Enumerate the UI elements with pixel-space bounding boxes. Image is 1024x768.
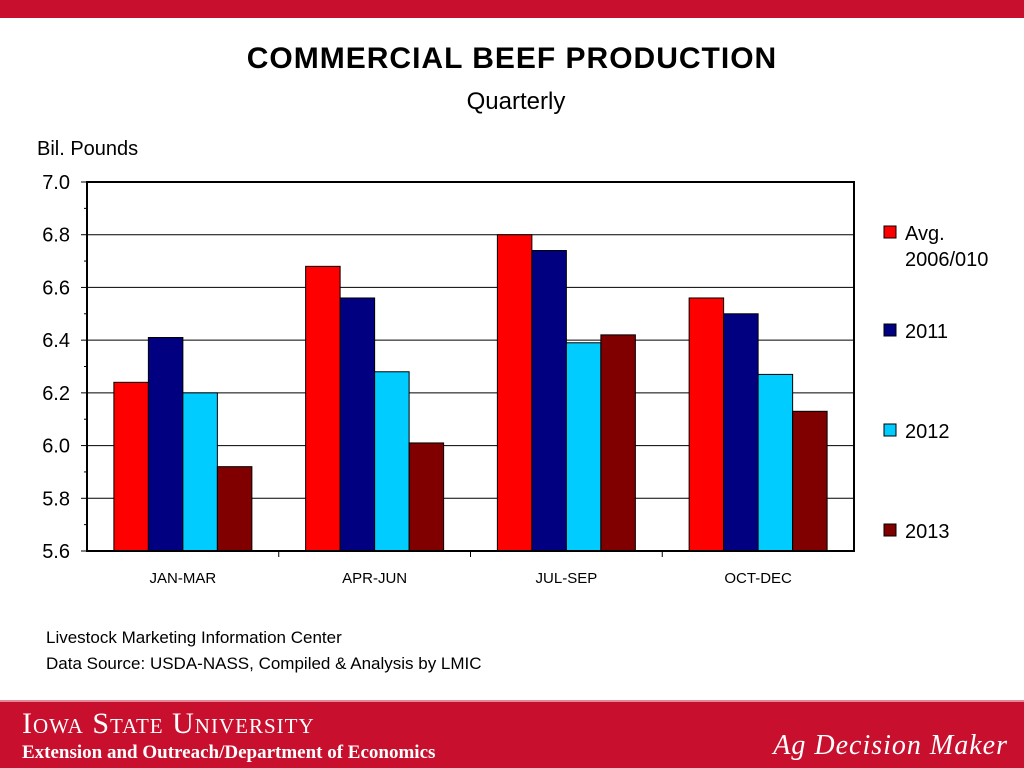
- legend-label: 2006/010: [905, 249, 988, 271]
- plot-area-border: [86, 181, 855, 552]
- bar: [408, 442, 445, 552]
- department-text: Extension and Outreach/Department of Eco…: [22, 742, 436, 763]
- y-tick-label: 6.0: [42, 436, 70, 458]
- legend-swatch: [883, 225, 897, 239]
- y-tick-label: 6.4: [42, 330, 70, 352]
- footer-bar: Iowa State University Extension and Outr…: [0, 700, 1024, 768]
- bar: [182, 392, 218, 552]
- footer-divider: [0, 700, 1024, 702]
- x-tick-label: JAN-MAR: [150, 570, 217, 587]
- x-tick-label: JUL-SEP: [536, 570, 598, 587]
- bar-chart: 5.6 5.8 6.0 6.2 6.4 6.6 6.8 7.0 JAN-MAR APR-JUN JU…: [42, 172, 988, 587]
- y-tick-label: 5.8: [42, 488, 70, 510]
- source-line-2: Data Source: USDA-NASS, Compiled & Analy…: [46, 654, 482, 673]
- x-tick-label: OCT-DEC: [724, 570, 792, 587]
- legend-swatch: [883, 523, 897, 537]
- bar: [147, 337, 184, 552]
- chart-title: COMMERCIAL BEEF PRODUCTION: [246, 42, 778, 75]
- bar: [216, 466, 253, 552]
- bar: [757, 373, 794, 552]
- source-line-1: Livestock Marketing Information Center: [46, 628, 342, 647]
- y-tick-label: 5.6: [42, 541, 70, 563]
- bar: [374, 371, 410, 552]
- y-tick-label: 7.0: [42, 172, 70, 194]
- legend-label: 2013: [905, 521, 950, 543]
- bar: [688, 297, 725, 552]
- y-tick-label: 6.6: [42, 277, 70, 299]
- y-axis-label: Bil. Pounds: [37, 138, 139, 160]
- top-accent-bar: [0, 0, 1024, 18]
- bar: [305, 265, 341, 552]
- y-tick-label: 6.2: [42, 383, 70, 405]
- bar: [600, 334, 636, 552]
- bar: [792, 410, 828, 552]
- legend-label: Avg.: [905, 223, 945, 245]
- bar: [496, 234, 533, 552]
- x-tick-label: APR-JUN: [342, 570, 407, 587]
- legend-swatch: [883, 323, 897, 337]
- legend-label: 2011: [905, 321, 948, 343]
- university-logo-text: Iowa State University: [22, 707, 315, 740]
- ag-decision-maker-logo: Ag Decision Maker: [773, 730, 1008, 761]
- legend-swatch: [883, 423, 897, 437]
- bar: [565, 342, 602, 552]
- chart-subtitle: Quarterly: [466, 88, 566, 115]
- bar: [339, 297, 376, 552]
- y-tick-label: 6.8: [42, 225, 70, 247]
- legend-label: 2012: [905, 421, 950, 443]
- bar: [531, 250, 567, 552]
- bar: [723, 313, 759, 552]
- bar: [113, 381, 149, 552]
